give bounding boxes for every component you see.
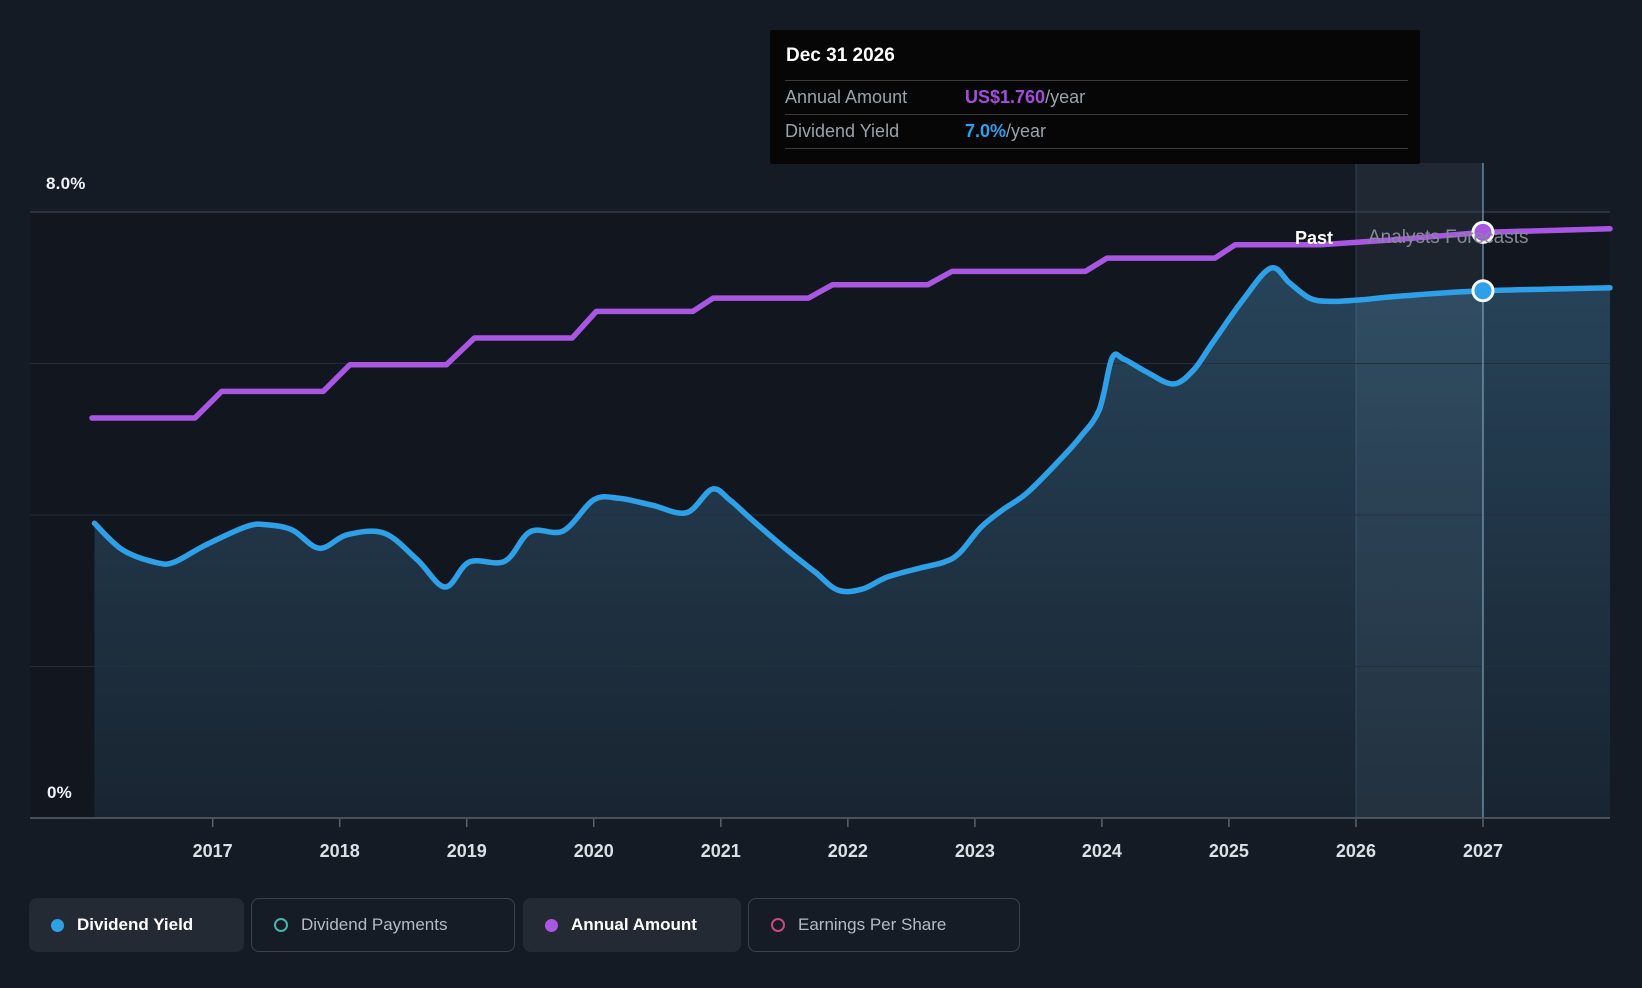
x-axis-label: 2024 xyxy=(1082,841,1122,861)
dividend-yield-swatch-icon xyxy=(51,918,64,932)
dividend-payments-swatch-icon xyxy=(274,918,288,932)
marker-dot-dividend-yield xyxy=(1471,279,1495,303)
tooltip-row-annual-amount: Annual Amount US$1.760 /year xyxy=(785,80,1408,114)
annual-amount-line xyxy=(89,225,1613,421)
x-axis-label: 2019 xyxy=(447,841,487,861)
legend-dividend-payments[interactable]: Dividend Payments xyxy=(251,898,515,952)
x-axis-label: 2022 xyxy=(828,841,868,861)
tooltip-suffix: /year xyxy=(1006,121,1047,141)
legend-label: Earnings Per Share xyxy=(798,915,947,934)
x-axis-label: 2027 xyxy=(1463,841,1503,861)
x-axis-label: 2026 xyxy=(1336,841,1376,861)
hover-highlight-band xyxy=(1355,163,1483,818)
legend-label: Dividend Yield xyxy=(77,915,194,934)
x-axis-label: 2023 xyxy=(955,841,995,861)
x-axis-label: 2025 xyxy=(1209,841,1249,861)
tooltip-row-dividend-yield: Dividend Yield 7.0% /year xyxy=(785,114,1408,148)
tooltip-suffix: /year xyxy=(1045,87,1086,107)
tooltip-label: Annual Amount xyxy=(785,87,908,107)
tooltip-divider xyxy=(785,148,1408,149)
yield-area-fill xyxy=(94,267,1610,818)
legend-label: Annual Amount xyxy=(571,915,697,934)
legend-earnings-per-share[interactable]: Earnings Per Share xyxy=(748,898,1020,952)
annual-amount-swatch-icon xyxy=(545,918,558,932)
x-axis-label: 2017 xyxy=(193,841,233,861)
tooltip-value: 7.0% xyxy=(965,121,1007,141)
y-axis-label-top: 8.0% xyxy=(46,174,86,193)
analysts-forecasts-label: Analysts Forecasts xyxy=(1368,227,1529,248)
chart-tooltip: Dec 31 2026 Annual Amount US$1.760 /year… xyxy=(770,30,1420,164)
earnings-per-share-swatch-icon xyxy=(771,918,785,932)
legend-label: Dividend Payments xyxy=(301,915,448,934)
tooltip-date: Dec 31 2026 xyxy=(786,45,895,66)
x-axis-label: 2020 xyxy=(574,841,614,861)
marker-dot-annual-amount xyxy=(1471,220,1495,244)
y-axis-label-zero: 0% xyxy=(47,783,72,802)
tooltip-label: Dividend Yield xyxy=(785,121,900,141)
x-axis-label: 2021 xyxy=(701,841,741,861)
legend-annual-amount[interactable]: Annual Amount xyxy=(523,898,741,952)
legend-dividend-yield[interactable]: Dividend Yield xyxy=(29,898,244,952)
tooltip-value: US$1.760 xyxy=(965,87,1046,107)
past-label: Past xyxy=(1294,228,1333,248)
dividend-yield-line xyxy=(91,265,1613,595)
x-axis-label: 2018 xyxy=(320,841,360,861)
